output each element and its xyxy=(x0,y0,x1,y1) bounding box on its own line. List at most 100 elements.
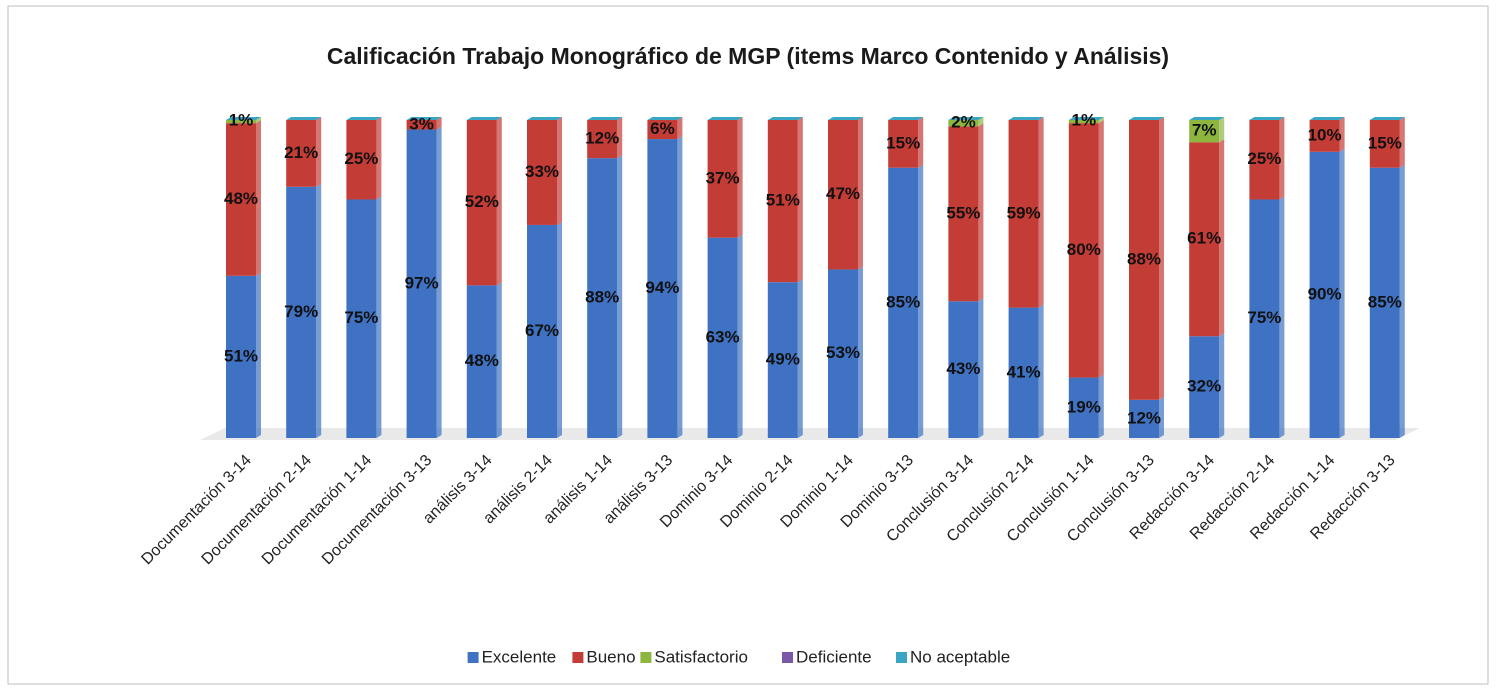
data-label: 2% xyxy=(951,113,976,132)
bar-side xyxy=(436,126,442,438)
bar-cap xyxy=(527,117,562,120)
bar-side xyxy=(797,117,803,283)
legend-label: No aceptable xyxy=(910,647,1010,666)
bar-side xyxy=(557,117,562,225)
legend-label: Bueno xyxy=(586,647,635,666)
data-label: 6% xyxy=(650,119,675,138)
data-label: 79% xyxy=(284,302,318,321)
floor xyxy=(200,428,1420,440)
bar-segment xyxy=(948,126,979,302)
bar-segment xyxy=(1068,123,1099,378)
bar-side xyxy=(677,136,683,438)
data-label: 61% xyxy=(1187,229,1221,248)
bar-segment xyxy=(1129,120,1159,400)
data-label: 1% xyxy=(1072,111,1097,130)
data-label: 33% xyxy=(525,162,559,181)
data-label: 75% xyxy=(344,308,378,327)
bar-side xyxy=(1219,333,1225,438)
bar-cap xyxy=(226,117,261,120)
bar-side xyxy=(918,164,924,438)
data-label: 53% xyxy=(826,343,860,362)
legend-swatch xyxy=(896,652,907,663)
bar-segment xyxy=(948,301,979,438)
bar-cap xyxy=(888,117,924,120)
bar-segment xyxy=(767,282,798,438)
legend-swatch xyxy=(467,652,479,663)
bar-cap xyxy=(286,117,322,120)
bar-side xyxy=(496,282,502,438)
bar-segment xyxy=(828,120,858,270)
data-label: 43% xyxy=(946,359,980,378)
data-label: 47% xyxy=(826,184,860,203)
bar-segment xyxy=(587,158,618,438)
bar-cap xyxy=(346,117,382,120)
bar-side xyxy=(1279,196,1285,438)
bar-side xyxy=(1038,304,1044,438)
bar-cap xyxy=(828,117,863,120)
bar-segment xyxy=(1008,120,1039,308)
bar-side xyxy=(797,279,803,438)
bar-segment xyxy=(1189,142,1220,337)
data-label: 48% xyxy=(224,189,258,208)
data-label: 90% xyxy=(1308,284,1342,303)
data-label: 19% xyxy=(1067,397,1101,416)
bar-cap xyxy=(587,117,623,120)
bar-segment xyxy=(1309,151,1340,439)
data-label: 51% xyxy=(766,191,800,210)
data-label: 85% xyxy=(886,292,920,311)
data-label: 15% xyxy=(1368,133,1402,152)
bar-side xyxy=(256,120,261,276)
data-label: 49% xyxy=(766,350,800,369)
bar-segment xyxy=(1008,307,1039,438)
data-label: 10% xyxy=(1308,125,1342,144)
bar-side xyxy=(1098,120,1104,378)
bar-segment xyxy=(767,120,798,283)
bar-cap xyxy=(1129,117,1164,120)
bar-cap xyxy=(1309,117,1345,120)
bar-side xyxy=(256,117,261,124)
bar-side xyxy=(496,117,502,286)
bar-segment xyxy=(1189,336,1220,438)
bar-cap xyxy=(647,117,683,120)
bar-side xyxy=(1038,117,1044,308)
bar-side xyxy=(1399,117,1405,168)
bar-segment xyxy=(1249,120,1280,200)
bar-side xyxy=(858,117,863,270)
bar-side xyxy=(1339,117,1345,152)
bar-side xyxy=(376,117,382,200)
bar-segment xyxy=(346,120,377,200)
bar-segment xyxy=(1068,377,1099,438)
bar-side xyxy=(978,117,984,127)
bar-side xyxy=(1159,117,1164,400)
data-label: 41% xyxy=(1007,362,1041,381)
legend-swatch xyxy=(782,652,793,663)
bar-side xyxy=(1098,374,1104,438)
legend-swatch xyxy=(640,652,652,663)
bar-segment xyxy=(948,120,979,127)
legend-swatch xyxy=(572,652,584,663)
bar-side xyxy=(1219,117,1225,143)
legend-label: Satisfactorio xyxy=(654,647,748,666)
bar-segment xyxy=(1129,399,1159,438)
bar-cap xyxy=(767,117,803,120)
bar-side xyxy=(918,117,924,168)
bar-segment xyxy=(226,275,256,438)
data-label: 21% xyxy=(284,143,318,162)
data-label: 48% xyxy=(465,351,499,370)
data-label: 67% xyxy=(525,321,559,340)
bar-side xyxy=(978,123,984,302)
bar-segment xyxy=(466,285,497,438)
data-label: 12% xyxy=(585,129,619,148)
data-label: 80% xyxy=(1067,240,1101,259)
bar-side xyxy=(617,117,623,159)
bar-segment xyxy=(587,120,618,159)
bar-segment xyxy=(1369,120,1400,168)
data-label: 37% xyxy=(706,168,740,187)
data-label: 55% xyxy=(946,203,980,222)
bar-cap xyxy=(707,117,743,120)
bar-segment xyxy=(226,120,256,124)
bar-side xyxy=(1339,148,1345,439)
bar-cap xyxy=(948,117,984,120)
bar-segment xyxy=(707,120,738,238)
